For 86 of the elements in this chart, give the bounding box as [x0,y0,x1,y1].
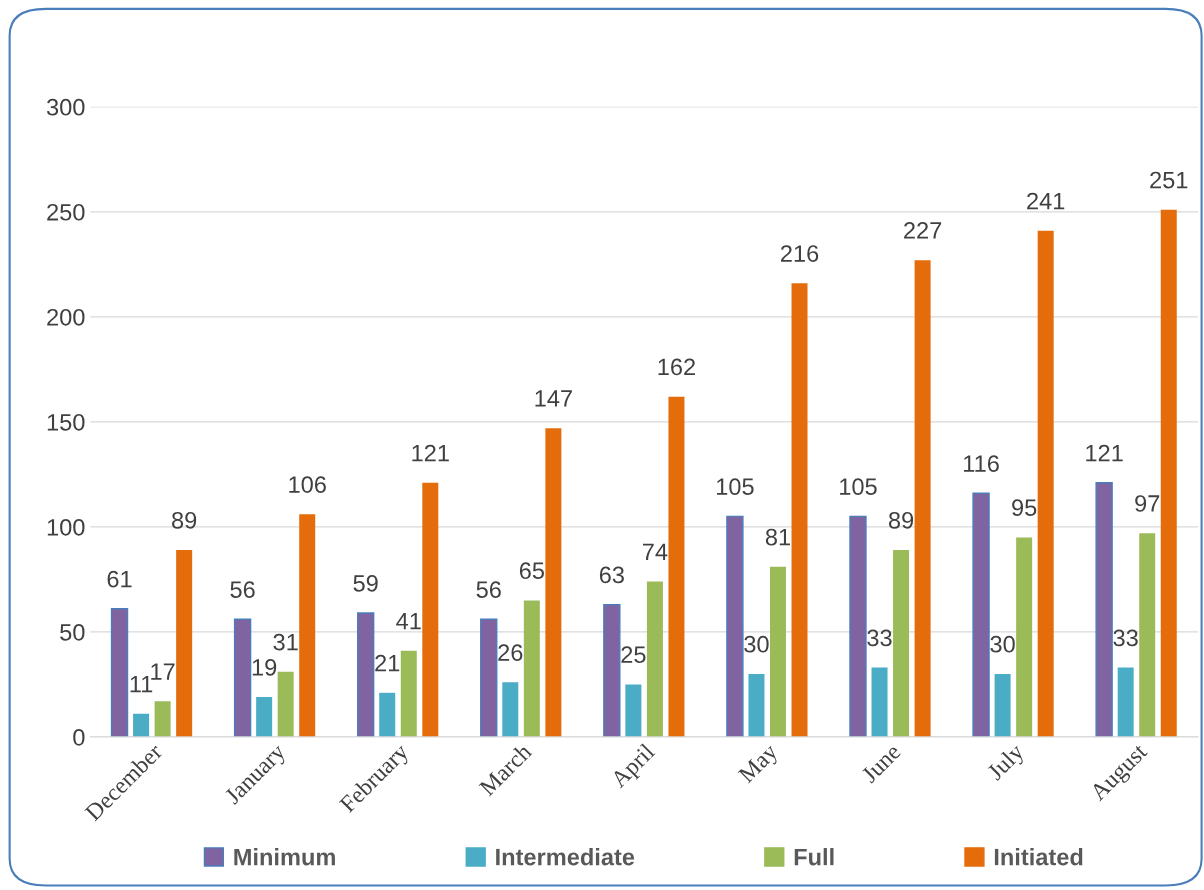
bar [133,713,150,737]
data-label: 56 [476,581,501,598]
data-label: 30 [990,635,1015,653]
data-label: 25 [621,646,646,664]
bar [1160,209,1177,737]
data-label: 97 [1135,495,1160,512]
data-label: 31 [273,633,298,651]
bar [523,600,540,737]
data-label: 216 [781,245,819,262]
y-tick-label: 0 [73,728,85,746]
data-label: 241 [1027,192,1065,210]
bar [233,618,252,737]
bar [726,515,744,737]
data-label: 56 [230,581,255,598]
data-label: 26 [498,644,523,661]
data-label: 17 [151,663,175,680]
data-label: 41 [396,612,421,630]
bar [502,682,519,737]
x-tick-label: May [737,742,783,788]
bar [625,684,642,737]
data-label: 63 [599,566,624,584]
data-label: 11 [130,676,153,693]
x-tick-label: July [985,741,1029,785]
bar [545,428,562,737]
y-tick-label: 200 [47,308,85,326]
bar [893,549,910,737]
bar [972,492,990,737]
data-label: 162 [658,358,695,376]
legend-label: Initiated [994,848,1083,866]
bar [299,514,316,737]
bar [379,692,396,737]
data-label: 89 [172,511,197,529]
data-label: 33 [867,629,892,647]
data-label: 227 [904,222,942,239]
bar [914,260,931,737]
bar [791,283,808,737]
bar [769,566,786,737]
bar [400,650,417,737]
data-label: 105 [717,478,754,496]
bar [1095,482,1113,737]
x-tick-label: June [860,743,902,784]
bar [176,549,193,737]
y-tick-label: 50 [60,623,85,641]
bar [1139,533,1156,737]
data-label: 30 [744,635,769,653]
legend-label: Full [794,848,834,866]
data-label: 105 [840,478,877,496]
bar [1037,230,1054,737]
data-label: 251 [1150,171,1188,189]
legend-label: Minimum [234,848,335,866]
bar [422,482,439,737]
bar [668,396,685,737]
data-label: 59 [353,574,378,592]
bar [849,515,867,737]
bar [603,603,621,737]
bar [256,697,273,737]
y-tick-label: 150 [47,413,85,431]
data-label: 95 [1012,499,1037,517]
data-label: 116 [964,455,999,472]
data-label: 147 [535,390,572,407]
data-label: 89 [888,511,914,529]
bar [1016,537,1033,737]
bar [748,673,765,737]
data-label: 121 [1086,444,1123,462]
legend-label: Intermediate [496,848,635,866]
y-tick-label: 250 [47,203,85,221]
y-tick-label: 300 [46,98,85,116]
data-label: 106 [289,476,326,493]
bar [154,701,171,737]
bar [994,673,1011,737]
data-label: 21 [375,654,400,672]
bar [480,618,498,737]
bar [277,671,294,737]
data-label: 61 [107,570,132,588]
data-label: 65 [519,562,544,580]
bar [1117,667,1134,737]
bar [646,581,663,737]
data-label: 19 [252,658,277,676]
data-label: 121 [412,444,449,462]
bar [110,608,129,737]
data-label: 81 [765,528,790,546]
bar [356,612,375,737]
data-label: 33 [1113,629,1138,647]
y-tick-label: 100 [47,518,85,536]
data-label: 74 [642,543,668,560]
bar [871,667,888,737]
